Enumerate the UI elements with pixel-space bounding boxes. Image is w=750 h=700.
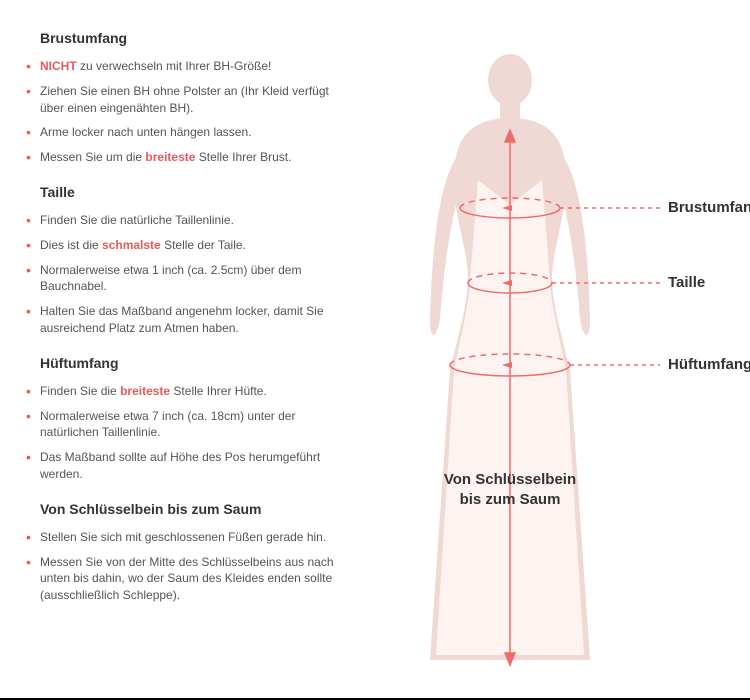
silhouette-svg xyxy=(400,40,680,680)
instructions-column: Brustumfang NICHT zu verwechseln mit Ihr… xyxy=(40,30,350,612)
section-heading-collar: Von Schlüsselbein bis zum Saum xyxy=(40,501,350,517)
item-text: Stellen Sie sich mit geschlossenen Füßen… xyxy=(40,530,326,544)
item-text: Messen Sie von der Mitte des Schlüsselbe… xyxy=(40,555,334,603)
item-text: Dies ist die xyxy=(40,238,102,252)
body-figure xyxy=(400,40,620,670)
list-item: Normalerweise etwa 1 inch (ca. 2.5cm) üb… xyxy=(26,262,350,296)
list-item: Halten Sie das Maßband angenehm locker, … xyxy=(26,303,350,337)
item-text: Das Maßband sollte auf Höhe des Pos heru… xyxy=(40,450,320,481)
caption-line1: Von Schlüsselbein xyxy=(444,471,576,488)
list-item: Finden Sie die breiteste Stelle Ihrer Hü… xyxy=(26,383,350,400)
list-item: NICHT zu verwechseln mit Ihrer BH-Größe! xyxy=(26,58,350,75)
section-list-bust: NICHT zu verwechseln mit Ihrer BH-Größe!… xyxy=(26,58,350,166)
list-item: Finden Sie die natürliche Taillenlinie. xyxy=(26,212,350,229)
item-text: Ziehen Sie einen BH ohne Polster an (Ihr… xyxy=(40,84,329,115)
main-container: Brustumfang NICHT zu verwechseln mit Ihr… xyxy=(0,0,750,632)
figure-column: Brustumfang Taille Hüftumfang Von Schlüs… xyxy=(350,30,730,612)
label-hip: Hüftumfang xyxy=(668,356,750,373)
item-text: zu verwechseln mit Ihrer BH-Größe! xyxy=(77,59,272,73)
list-item: Normalerweise etwa 7 inch (ca. 18cm) unt… xyxy=(26,408,350,442)
item-text: Finden Sie die natürliche Taillenlinie. xyxy=(40,213,234,227)
section-list-collar: Stellen Sie sich mit geschlossenen Füßen… xyxy=(26,529,350,604)
item-text: Normalerweise etwa 7 inch (ca. 18cm) unt… xyxy=(40,409,295,440)
list-item: Stellen Sie sich mit geschlossenen Füßen… xyxy=(26,529,350,546)
item-text: Normalerweise etwa 1 inch (ca. 2.5cm) üb… xyxy=(40,263,301,294)
label-collar-to-hem: Von Schlüsselbein bis zum Saum xyxy=(400,470,620,509)
item-text: Arme locker nach unten hängen lassen. xyxy=(40,125,251,139)
item-text: Finden Sie die xyxy=(40,384,120,398)
list-item: Messen Sie um die breiteste Stelle Ihrer… xyxy=(26,149,350,166)
caption-line2: bis zum Saum xyxy=(460,491,561,508)
list-item: Dies ist die schmalste Stelle der Taile. xyxy=(26,237,350,254)
highlight-text: NICHT xyxy=(40,59,77,73)
list-item: Das Maßband sollte auf Höhe des Pos heru… xyxy=(26,449,350,483)
highlight-text: schmalste xyxy=(102,238,161,252)
label-waist: Taille xyxy=(668,274,705,291)
list-item: Arme locker nach unten hängen lassen. xyxy=(26,124,350,141)
label-bust: Brustumfang xyxy=(668,199,750,216)
section-heading-waist: Taille xyxy=(40,184,350,200)
item-text: Stelle der Taile. xyxy=(161,238,246,252)
section-heading-hip: Hüftumfang xyxy=(40,355,350,371)
item-text: Halten Sie das Maßband angenehm locker, … xyxy=(40,304,324,335)
highlight-text: breiteste xyxy=(120,384,170,398)
list-item: Messen Sie von der Mitte des Schlüsselbe… xyxy=(26,554,350,604)
highlight-text: breiteste xyxy=(145,150,195,164)
item-text: Stelle Ihrer Hüfte. xyxy=(170,384,267,398)
section-heading-bust: Brustumfang xyxy=(40,30,350,46)
item-text: Messen Sie um die xyxy=(40,150,145,164)
item-text: Stelle Ihrer Brust. xyxy=(195,150,291,164)
list-item: Ziehen Sie einen BH ohne Polster an (Ihr… xyxy=(26,83,350,117)
section-list-waist: Finden Sie die natürliche Taillenlinie. … xyxy=(26,212,350,337)
section-list-hip: Finden Sie die breiteste Stelle Ihrer Hü… xyxy=(26,383,350,483)
